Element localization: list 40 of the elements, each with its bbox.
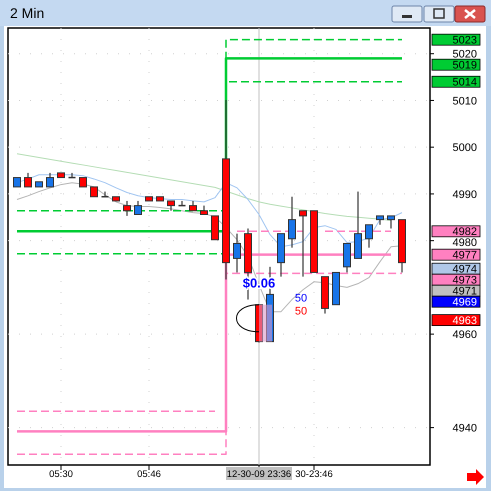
text: 4974 bbox=[452, 264, 477, 276]
candlestick bbox=[365, 224, 373, 248]
candlestick bbox=[211, 215, 219, 240]
candlestick bbox=[123, 200, 131, 216]
y-tick-label: 4980 bbox=[452, 237, 477, 250]
candlestick bbox=[90, 186, 98, 198]
text: 4971 bbox=[452, 286, 477, 298]
candlestick bbox=[288, 196, 296, 248]
annotation: 50 bbox=[294, 306, 308, 318]
candlestick bbox=[233, 233, 241, 274]
chart-title: 2 Min bbox=[10, 5, 44, 21]
x-tick-label: 05:30 bbox=[49, 469, 73, 480]
x-tick-label: 05:46 bbox=[137, 469, 161, 480]
candlestick bbox=[387, 215, 395, 230]
candlestick bbox=[134, 200, 142, 216]
x-tick-label: 12-30-09 23:36 bbox=[226, 469, 292, 480]
text: 4973 bbox=[452, 274, 477, 287]
y-tick-label: 4940 bbox=[452, 422, 477, 434]
candlestick bbox=[167, 200, 175, 212]
candlestick bbox=[299, 210, 307, 278]
text: 5023 bbox=[452, 34, 477, 47]
text: 5014 bbox=[452, 76, 477, 89]
candlestick bbox=[13, 177, 21, 188]
x-tick-label: 30-23:46 bbox=[295, 469, 333, 480]
text: 5019 bbox=[452, 60, 477, 72]
text: 4977 bbox=[452, 250, 477, 262]
candlestick bbox=[79, 177, 87, 188]
y-tick-label: 4990 bbox=[452, 188, 477, 201]
y-tick-label: 5020 bbox=[452, 48, 477, 61]
text: 4963 bbox=[452, 314, 477, 327]
candlestick bbox=[46, 172, 54, 188]
text: 4982 bbox=[452, 226, 477, 238]
y-tick-label: 5010 bbox=[452, 95, 477, 108]
candlestick bbox=[24, 172, 32, 188]
text: 4969 bbox=[452, 296, 477, 309]
y-tick-label: 4960 bbox=[452, 328, 477, 341]
candlestick bbox=[189, 200, 197, 212]
y-tick-label: 5000 bbox=[452, 142, 477, 154]
candlestick bbox=[343, 242, 351, 274]
annotation: 50 bbox=[294, 292, 308, 305]
